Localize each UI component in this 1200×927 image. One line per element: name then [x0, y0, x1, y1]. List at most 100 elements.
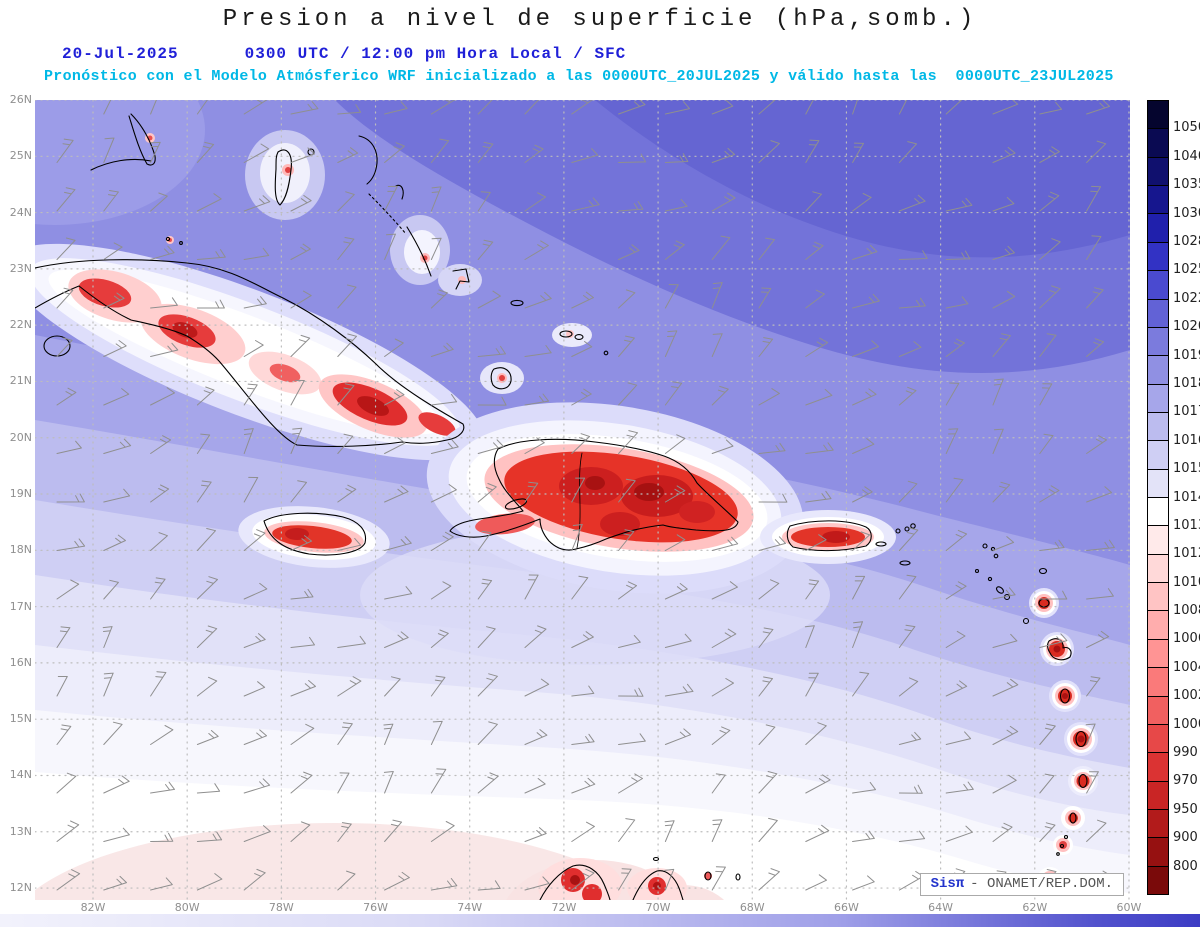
lat-label-17N: 17N	[9, 599, 32, 613]
colorbar-segment-9	[1148, 356, 1168, 385]
puerto-rico-low	[760, 510, 896, 564]
lon-label-80W: 80W	[174, 901, 200, 914]
colorbar-segment-26	[1148, 838, 1168, 867]
colorbar-segment-19	[1148, 639, 1168, 669]
lon-label-76W: 76W	[363, 901, 388, 914]
bottom-gradient-strip	[0, 914, 1200, 927]
lon-label-66W: 66W	[834, 901, 859, 914]
colorbar-value-1025: 1025	[1173, 262, 1200, 278]
lat-label-15N: 15N	[9, 712, 32, 726]
colorbar	[1147, 100, 1169, 895]
colorbar-value-1030: 1030	[1173, 205, 1200, 221]
colorbar-value-1017: 1017	[1173, 404, 1200, 420]
colorbar-segment-7	[1148, 299, 1168, 328]
model-info-line: Pronóstico con el Modelo Atmósferico WRF…	[44, 68, 1114, 85]
colorbar-value-1006: 1006	[1173, 631, 1200, 647]
haiti-dr-border	[576, 452, 583, 549]
colorbar-value-800: 800	[1173, 858, 1198, 874]
lat-label-14N: 14N	[9, 768, 32, 782]
colorbar-segment-18	[1148, 611, 1168, 640]
pressure-shading	[35, 100, 1130, 900]
coast-florida	[128, 113, 156, 166]
colorbar-segment-12	[1148, 441, 1168, 470]
colorbar-value-970: 970	[1173, 773, 1198, 789]
south-america-lows	[538, 858, 715, 900]
colorbar-segment-15	[1148, 526, 1168, 555]
colorbar-segment-23	[1148, 753, 1168, 782]
lon-label-82W: 82W	[80, 901, 106, 914]
colorbar-segment-25	[1148, 809, 1168, 839]
colorbar-value-1040: 1040	[1173, 148, 1200, 164]
colorbar-value-1004: 1004	[1173, 659, 1200, 675]
colorbar-value-900: 900	[1173, 830, 1198, 846]
colorbar-value-1015: 1015	[1173, 461, 1200, 477]
colorbar-segment-27	[1148, 866, 1168, 895]
latlon-grid	[35, 100, 1130, 900]
colorbar-value-1018: 1018	[1173, 375, 1200, 391]
watermark: Sisπ - ONAMET/REP.DOM.	[919, 873, 1124, 896]
lon-label-72W: 72W	[551, 901, 577, 914]
page-title: Presion a nivel de superficie (hPa,somb.…	[222, 6, 978, 33]
pressure-map: Sisπ - ONAMET/REP.DOM.	[35, 100, 1130, 900]
colorbar-segment-17	[1148, 583, 1168, 612]
colorbar-value-1010: 1010	[1173, 574, 1200, 590]
colorbar-segment-4	[1148, 214, 1168, 243]
lat-label-16N: 16N	[9, 655, 32, 669]
lat-label-23N: 23N	[9, 261, 32, 275]
lat-label-13N: 13N	[9, 824, 32, 838]
watermark-text: - ONAMET/REP.DOM.	[970, 876, 1113, 892]
forecast-time: 0300 UTC / 12:00 pm Hora Local / SFC	[244, 45, 627, 63]
lat-label-18N: 18N	[9, 543, 32, 557]
colorbar-value-1012: 1012	[1173, 546, 1200, 562]
colorbar-segment-24	[1148, 781, 1168, 810]
lat-label-21N: 21N	[9, 374, 32, 388]
colorbar-segment-10	[1148, 384, 1168, 413]
lon-label-74W: 74W	[457, 901, 483, 914]
colorbar-labels: 1050 1040 1035 1030 1028 1025 1022 1020 1019 1018…	[1173, 100, 1200, 895]
lon-label-60W: 60W	[1116, 901, 1142, 914]
lon-label-70W: 70W	[645, 901, 671, 914]
colorbar-value-1050: 1050	[1173, 120, 1200, 136]
wind-barbs	[56, 100, 1115, 891]
colorbar-segment-5	[1148, 242, 1168, 272]
colorbar-value-1014: 1014	[1173, 489, 1200, 505]
lon-label-68W: 68W	[739, 901, 765, 914]
colorbar-segment-11	[1148, 412, 1168, 442]
lat-label-22N: 22N	[9, 318, 32, 332]
colorbar-segment-13	[1148, 469, 1168, 499]
coast-bahamas	[165, 135, 609, 390]
colorbar-value-1016: 1016	[1173, 432, 1200, 448]
forecast-datetime-line: 20-Jul-2025 0300 UTC / 12:00 pm Hora Loc…	[62, 45, 626, 63]
lat-label-20N: 20N	[9, 430, 32, 444]
colorbar-value-1020: 1020	[1173, 319, 1200, 335]
lon-label-62W: 62W	[1022, 901, 1048, 914]
colorbar-segment-2	[1148, 157, 1168, 187]
colorbar-segment-6	[1148, 271, 1168, 300]
colorbar-value-1028: 1028	[1173, 233, 1200, 249]
lon-label-78W: 78W	[268, 901, 294, 914]
lat-label-25N: 25N	[9, 149, 32, 163]
colorbar-segment-3	[1148, 186, 1168, 215]
colorbar-value-1008: 1008	[1173, 603, 1200, 619]
coast-florida-keys	[90, 158, 152, 171]
colorbar-segment-8	[1148, 327, 1168, 357]
colorbar-value-1002: 1002	[1173, 688, 1200, 704]
colorbar-value-990: 990	[1173, 745, 1198, 761]
lon-label-64W: 64W	[928, 901, 954, 914]
pressure-field-svg	[35, 100, 1130, 900]
watermark-brand: Sisπ	[930, 876, 965, 892]
coast-south-america	[539, 856, 741, 900]
lat-label-26N: 26N	[9, 93, 32, 106]
colorbar-segment-1	[1148, 129, 1168, 158]
coast-puerto-rico	[786, 520, 887, 552]
lat-label-24N: 24N	[9, 205, 32, 219]
colorbar-segment-14	[1148, 498, 1168, 527]
colorbar-value-1019: 1019	[1173, 347, 1200, 363]
colorbar-value-950: 950	[1173, 801, 1198, 817]
forecast-date: 20-Jul-2025	[62, 45, 179, 63]
cuba-low	[35, 243, 485, 461]
colorbar-value-1035: 1035	[1173, 177, 1200, 193]
colorbar-value-1013: 1013	[1173, 517, 1200, 533]
lat-label-12N: 12N	[9, 881, 32, 895]
colorbar-segment-22	[1148, 724, 1168, 754]
